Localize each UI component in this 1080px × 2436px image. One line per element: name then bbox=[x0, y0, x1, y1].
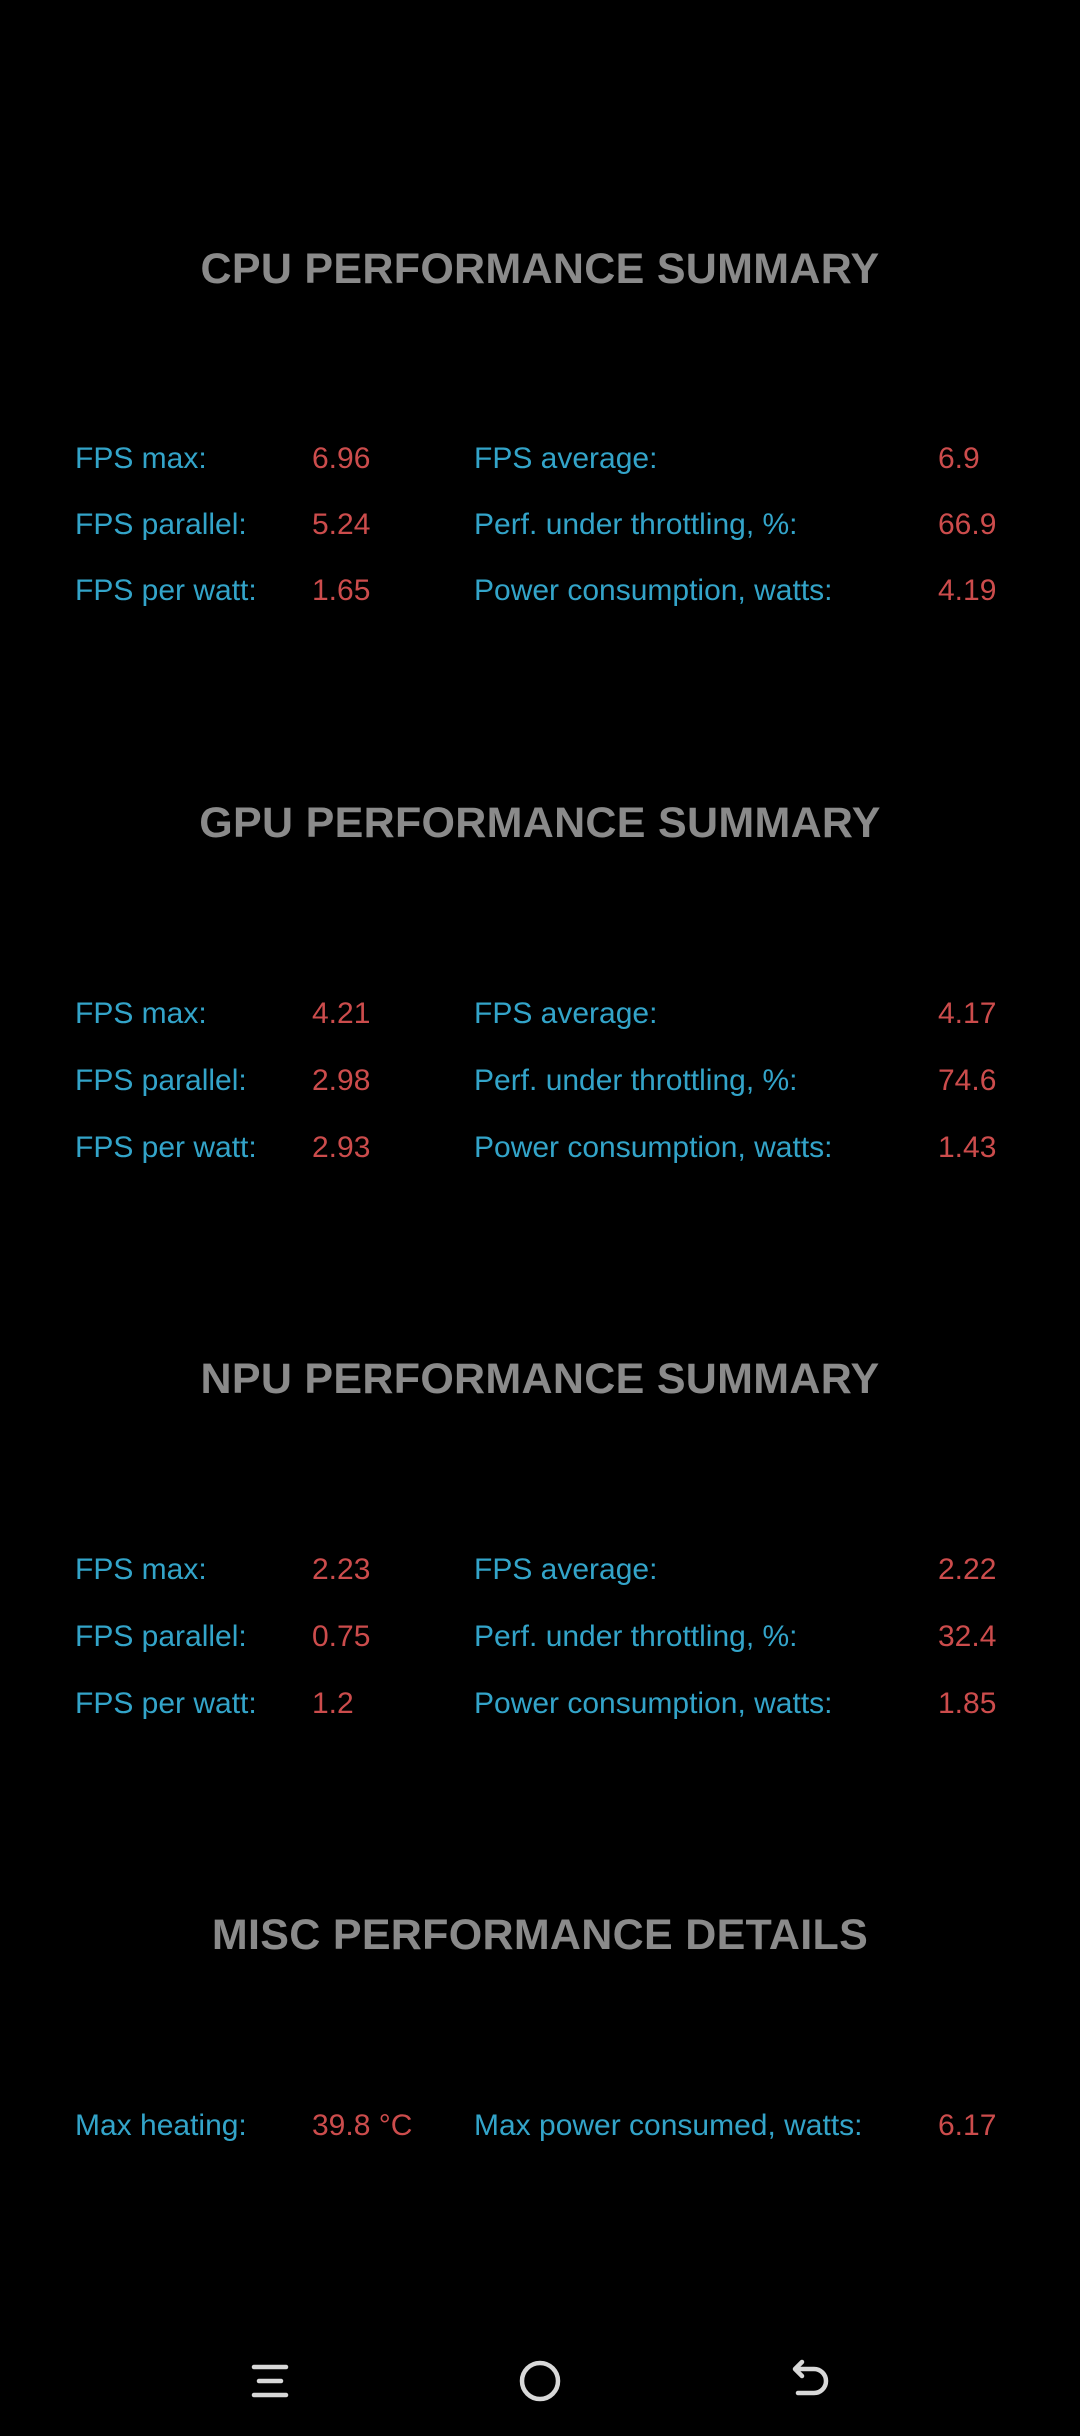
npu-fps-parallel-label: FPS parallel: bbox=[75, 1620, 247, 1653]
cpu-fps-max-label: FPS max: bbox=[75, 442, 207, 475]
recents-button[interactable] bbox=[235, 2346, 305, 2416]
npu-throttling-label: Perf. under throttling, %: bbox=[474, 1620, 798, 1653]
npu-fps-max-value: 2.23 bbox=[312, 1553, 371, 1586]
back-arrow-icon bbox=[792, 2359, 829, 2396]
misc-section-title: MISC PERFORMANCE DETAILS bbox=[211, 1911, 869, 1959]
gpu-power-consumption-value: 1.43 bbox=[938, 1131, 997, 1164]
max-power-consumed-value: 6.17 bbox=[938, 2109, 997, 2142]
gpu-section-title: GPU PERFORMANCE SUMMARY bbox=[199, 799, 881, 847]
npu-fps-average-value: 2.22 bbox=[938, 1553, 997, 1586]
npu-fps-parallel-value: 0.75 bbox=[312, 1620, 371, 1653]
circle-icon bbox=[519, 2360, 561, 2402]
cpu-throttling-value: 66.9 bbox=[938, 508, 997, 541]
npu-fps-per-watt-value: 1.2 bbox=[312, 1687, 354, 1720]
cpu-fps-average-label: FPS average: bbox=[474, 442, 658, 475]
gpu-throttling-value: 74.6 bbox=[938, 1064, 997, 1097]
gpu-fps-parallel-value: 2.98 bbox=[312, 1064, 371, 1097]
max-power-consumed-label: Max power consumed, watts: bbox=[474, 2109, 863, 2142]
gpu-fps-per-watt-value: 2.93 bbox=[312, 1131, 371, 1164]
cpu-fps-parallel-label: FPS parallel: bbox=[75, 508, 247, 541]
cpu-power-consumption-value: 4.19 bbox=[938, 574, 997, 607]
cpu-throttling-label: Perf. under throttling, %: bbox=[474, 508, 798, 541]
gpu-fps-average-label: FPS average: bbox=[474, 997, 658, 1030]
cpu-fps-average-value: 6.9 bbox=[938, 442, 980, 475]
system-navigation-bar bbox=[0, 2330, 1080, 2436]
gpu-fps-parallel-label: FPS parallel: bbox=[75, 1064, 247, 1097]
npu-power-consumption-label: Power consumption, watts: bbox=[474, 1687, 833, 1720]
menu-lines-icon bbox=[251, 2364, 289, 2398]
gpu-power-consumption-label: Power consumption, watts: bbox=[474, 1131, 833, 1164]
npu-section-title: NPU PERFORMANCE SUMMARY bbox=[200, 1355, 880, 1403]
npu-fps-max-label: FPS max: bbox=[75, 1553, 207, 1586]
npu-throttling-value: 32.4 bbox=[938, 1620, 997, 1653]
gpu-fps-average-value: 4.17 bbox=[938, 997, 997, 1030]
gpu-throttling-label: Perf. under throttling, %: bbox=[474, 1064, 798, 1097]
cpu-fps-per-watt-label: FPS per watt: bbox=[75, 574, 257, 607]
max-heating-value: 39.8 °C bbox=[312, 2109, 413, 2142]
back-button[interactable] bbox=[775, 2346, 845, 2416]
cpu-fps-parallel-value: 5.24 bbox=[312, 508, 371, 541]
cpu-section-title: CPU PERFORMANCE SUMMARY bbox=[200, 245, 880, 293]
npu-power-consumption-value: 1.85 bbox=[938, 1687, 997, 1720]
cpu-fps-max-value: 6.96 bbox=[312, 442, 371, 475]
cpu-power-consumption-label: Power consumption, watts: bbox=[474, 574, 833, 607]
home-button[interactable] bbox=[505, 2346, 575, 2416]
gpu-fps-max-label: FPS max: bbox=[75, 997, 207, 1030]
gpu-fps-max-value: 4.21 bbox=[312, 997, 371, 1030]
gpu-fps-per-watt-label: FPS per watt: bbox=[75, 1131, 257, 1164]
npu-fps-per-watt-label: FPS per watt: bbox=[75, 1687, 257, 1720]
cpu-fps-per-watt-value: 1.65 bbox=[312, 574, 371, 607]
max-heating-label: Max heating: bbox=[75, 2109, 247, 2142]
npu-fps-average-label: FPS average: bbox=[474, 1553, 658, 1586]
